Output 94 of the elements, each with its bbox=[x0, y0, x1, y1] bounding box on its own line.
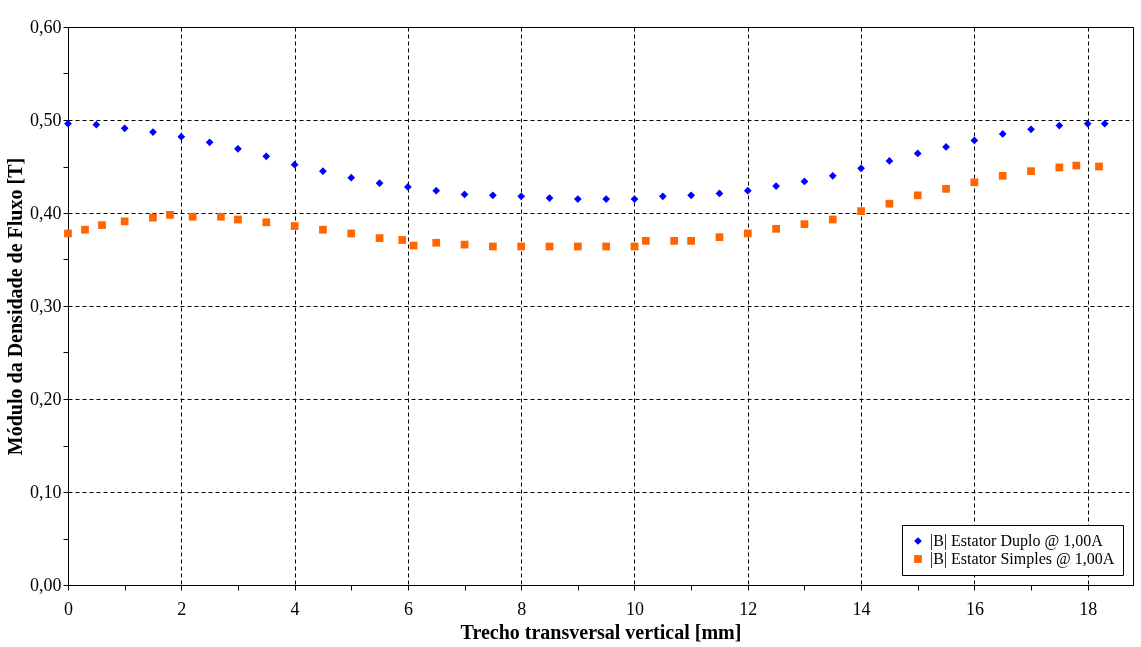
point bbox=[715, 233, 724, 242]
point bbox=[658, 192, 667, 201]
y-tick-label: 0,00 bbox=[30, 574, 62, 595]
point bbox=[1072, 161, 1081, 170]
point bbox=[602, 195, 611, 203]
x-tick-label: 0 bbox=[64, 598, 73, 619]
point bbox=[319, 225, 327, 234]
point bbox=[1027, 167, 1035, 176]
point bbox=[641, 237, 650, 245]
point bbox=[1083, 119, 1092, 128]
point bbox=[347, 173, 356, 182]
point bbox=[885, 199, 894, 208]
point bbox=[234, 144, 242, 153]
point bbox=[460, 190, 469, 199]
point bbox=[120, 217, 129, 226]
point bbox=[375, 179, 384, 188]
point bbox=[998, 130, 1007, 138]
point bbox=[262, 152, 271, 161]
point bbox=[375, 234, 384, 242]
point bbox=[98, 221, 106, 229]
y-tick-label: 0,60 bbox=[30, 16, 62, 37]
point bbox=[1100, 119, 1109, 128]
point bbox=[262, 218, 271, 227]
point bbox=[290, 160, 299, 169]
x-tick-label: 10 bbox=[625, 598, 644, 619]
point bbox=[188, 212, 197, 221]
point bbox=[432, 186, 441, 195]
point bbox=[347, 229, 356, 238]
point bbox=[1027, 125, 1035, 134]
point bbox=[857, 164, 865, 173]
point bbox=[290, 222, 299, 230]
x-tick-label: 14 bbox=[852, 598, 871, 619]
point bbox=[432, 238, 441, 247]
point bbox=[120, 124, 129, 133]
point bbox=[602, 242, 611, 251]
point bbox=[800, 220, 809, 229]
point bbox=[913, 149, 922, 158]
point bbox=[687, 237, 696, 245]
point bbox=[545, 194, 554, 202]
point bbox=[149, 213, 157, 222]
x-axis-title: Trecho transversal vertical [mm] bbox=[460, 620, 742, 643]
y-tick-label: 0,30 bbox=[30, 295, 62, 316]
point bbox=[64, 229, 72, 238]
point bbox=[92, 120, 101, 129]
point bbox=[573, 242, 582, 251]
legend-label: |B| Estator Duplo @ 1,00A bbox=[930, 532, 1104, 550]
x-tick-label: 4 bbox=[290, 598, 300, 619]
point bbox=[404, 183, 412, 191]
legend-label: |B| Estator Simples @ 1,00A bbox=[930, 550, 1115, 568]
point bbox=[517, 242, 526, 251]
point bbox=[234, 215, 242, 224]
point bbox=[81, 225, 89, 234]
point bbox=[166, 210, 174, 219]
point bbox=[217, 212, 225, 221]
point bbox=[970, 136, 979, 145]
point bbox=[670, 237, 679, 245]
point bbox=[488, 191, 497, 200]
y-tick-label: 0,20 bbox=[30, 388, 62, 409]
x-tick-label: 18 bbox=[1079, 598, 1098, 619]
point bbox=[488, 242, 497, 251]
point bbox=[913, 191, 922, 200]
point bbox=[743, 186, 752, 195]
x-tick-label: 12 bbox=[739, 598, 758, 619]
point bbox=[205, 138, 214, 147]
point bbox=[1055, 121, 1064, 130]
x-tick-label: 8 bbox=[517, 598, 527, 619]
y-tick-label: 0,10 bbox=[30, 481, 62, 502]
point bbox=[800, 177, 809, 186]
x-tick-label: 6 bbox=[403, 598, 413, 619]
point bbox=[398, 236, 407, 244]
y-tick-label: 0,50 bbox=[30, 109, 62, 130]
point bbox=[177, 132, 186, 141]
point bbox=[942, 184, 950, 193]
point bbox=[1095, 162, 1103, 171]
point bbox=[687, 191, 696, 200]
point bbox=[630, 195, 639, 203]
point bbox=[828, 215, 837, 224]
point bbox=[573, 195, 582, 203]
point bbox=[517, 192, 526, 201]
y-tick-label: 0,40 bbox=[30, 202, 62, 223]
point bbox=[1055, 163, 1064, 172]
point bbox=[828, 171, 837, 180]
x-tick-label: 2 bbox=[177, 598, 187, 619]
point bbox=[64, 119, 72, 128]
point bbox=[857, 207, 865, 216]
point bbox=[319, 167, 327, 176]
point bbox=[885, 157, 894, 165]
x-tick-label: 16 bbox=[965, 598, 984, 619]
point bbox=[970, 178, 979, 187]
point bbox=[772, 182, 780, 190]
point bbox=[743, 229, 752, 238]
y-axis-title: Módulo da Densidade de Fluxo [T] bbox=[4, 157, 26, 456]
point bbox=[998, 171, 1007, 180]
point bbox=[772, 224, 780, 233]
